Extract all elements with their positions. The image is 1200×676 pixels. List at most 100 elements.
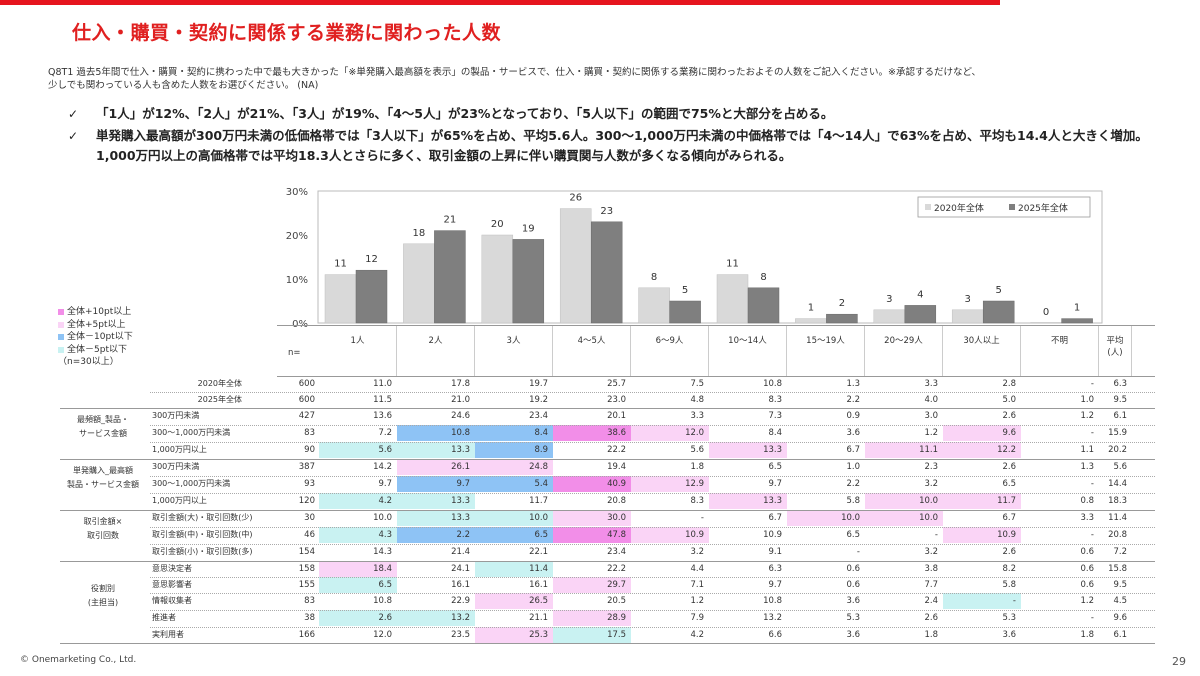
- group-divider: [60, 510, 1155, 511]
- table-cell: 1.8: [924, 630, 938, 640]
- column-header: 15～19人: [787, 326, 865, 376]
- legend-label: 全体－5pt以下: [67, 344, 127, 355]
- row-divider: [150, 593, 1155, 594]
- summary-bullet-text: 「1人」が12%、「2人」が21%、「3人」が19%、「4～5人」が23%となっ…: [96, 106, 834, 121]
- table-cell: 3.6: [846, 428, 860, 438]
- row-divider: [150, 544, 1155, 545]
- table-cell: 4.0: [924, 395, 938, 405]
- row-n: 93: [304, 479, 315, 489]
- bar-2025: [669, 300, 701, 324]
- bar-2020: [795, 318, 827, 324]
- table-cell: 4.8: [690, 395, 704, 405]
- column-header: 20～29人: [865, 326, 943, 376]
- table-cell: 7.2: [378, 428, 392, 438]
- bar-2020: [716, 274, 749, 324]
- table-cell: 1.1: [1080, 445, 1094, 455]
- table-cell: 9.7: [378, 479, 392, 489]
- table-cell: 9.6: [943, 425, 1021, 441]
- row-n: 30: [304, 513, 315, 523]
- column-header: 6～9人: [631, 326, 709, 376]
- table-cell: 7.2: [1113, 547, 1127, 557]
- legend-swatch: [58, 309, 64, 316]
- table-cell: 8.9: [475, 442, 553, 458]
- table-cell: 38.6: [553, 425, 631, 441]
- table-row: 300万円未満 427 13.6 24.6 23.4 20.1 3.3 7.3 0.9 3.0 2.…: [150, 408, 1155, 424]
- column-header: 1人: [319, 326, 397, 376]
- table-cell: 10.8: [373, 596, 392, 606]
- row-label: 意思決定者: [152, 564, 192, 573]
- plot-area-frame: [317, 190, 1103, 324]
- table-cell: 14.2: [373, 462, 392, 472]
- table-cell: 7.1: [690, 580, 704, 590]
- question-text: Q8T1 過去5年間で仕入・購買・契約に携わった中で最も大きかった「※単発購入最…: [48, 66, 1158, 92]
- table-cell: 21.4: [451, 547, 470, 557]
- table-cell: 6.1: [1113, 630, 1127, 640]
- page-title: 仕入・購買・契約に関係する業務に関わった人数: [72, 22, 502, 44]
- table-cell: 4.2: [319, 493, 397, 509]
- table-cell: 3.2: [924, 479, 938, 489]
- row-n: 38: [304, 613, 315, 623]
- check-icon: ✓: [68, 129, 79, 143]
- table-cell: 2.6: [1002, 462, 1016, 472]
- table-row: 2020年全体 600 11.0 17.8 19.7 25.7 7.5 10.8 1.3 3.3 2…: [150, 376, 1155, 392]
- highlight-legend-item: 全体－10pt以下: [58, 331, 133, 344]
- table-cell: 11.4: [1108, 513, 1127, 523]
- row-divider: [150, 476, 1155, 477]
- row-n: 427: [298, 411, 315, 421]
- row-n: 83: [304, 428, 315, 438]
- row-divider: [150, 425, 1155, 426]
- table-cell: 19.7: [529, 379, 548, 389]
- y-tick-label: 0%: [292, 319, 308, 330]
- row-label: 300～1,000万円未満: [152, 479, 231, 488]
- table-cell: 6.5: [475, 527, 553, 543]
- column-header: 不明: [1021, 326, 1099, 376]
- row-divider: [150, 442, 1155, 443]
- table-cell: 3.6: [1002, 630, 1016, 640]
- bar-2025: [434, 230, 466, 324]
- table-cell: 6.5: [1002, 479, 1016, 489]
- table-cell: 20.1: [607, 411, 626, 421]
- row-divider: [150, 392, 1155, 393]
- group-label: 単発購入_最高額 製品・サービス金額: [67, 466, 139, 489]
- table-cell: 9.5: [1113, 580, 1127, 590]
- series-legend-box: [917, 196, 1091, 218]
- table-cell: 13.3: [397, 442, 475, 458]
- table-cell: 5.8: [1002, 580, 1016, 590]
- legend-label: 全体+10pt以上: [67, 307, 132, 317]
- column-header: 4～5人: [553, 326, 631, 376]
- table-cell: 12.0: [373, 630, 392, 640]
- table-cell: 14.3: [373, 547, 392, 557]
- table-cell: 8.3: [690, 496, 704, 506]
- table-cell: -: [1090, 479, 1094, 489]
- table-cell: 8.4: [475, 425, 553, 441]
- table-cell: 3.6: [846, 596, 860, 606]
- table-cell: 4.2: [690, 630, 704, 640]
- table-cell: 47.8: [553, 527, 631, 543]
- bar-value-label: 5: [996, 285, 1002, 296]
- table-cell: 13.6: [373, 411, 392, 421]
- table-cell: 13.3: [397, 493, 475, 509]
- table-cell: 5.0: [1002, 395, 1016, 405]
- highlight-legend-item: 全体－5pt以下: [58, 344, 133, 357]
- bar-2020: [1030, 322, 1062, 324]
- table-cell: 23.4: [529, 411, 548, 421]
- table-cell: 10.9: [943, 527, 1021, 543]
- table-cell: 6.7: [768, 513, 782, 523]
- table-row: 意思決定者 158 18.4 24.1 11.4 22.2 4.4 6.3 0.6 3.8 8.2 0…: [150, 561, 1155, 577]
- table-cell: 21.0: [451, 395, 470, 405]
- table-cell: 17.5: [553, 627, 631, 643]
- table-cell: 1.2: [690, 596, 704, 606]
- table-row: 2025年全体 600 11.5 21.0 19.2 23.0 4.8 8.3 2.2 4.0 5.…: [150, 392, 1155, 408]
- table-cell: 6.3: [1113, 379, 1127, 389]
- table-row: 取引金額(中)・取引回数(中) 46 4.3 2.2 6.5 47.8 10.9 10.9 6.…: [150, 527, 1155, 543]
- question-line-1: Q8T1 過去5年間で仕入・購買・契約に携わった中で最も大きかった「※単発購入最…: [48, 67, 982, 78]
- y-tick-label: 30%: [286, 187, 308, 198]
- table-cell: -: [934, 530, 938, 540]
- table-cell: -: [1090, 530, 1094, 540]
- table-cell: 5.8: [846, 496, 860, 506]
- table-cell: 2.6: [319, 610, 397, 626]
- table-cell: 17.8: [451, 379, 470, 389]
- table-cell: 6.6: [768, 630, 782, 640]
- table-row: 1,000万円以上 120 4.2 13.3 11.7 20.8 8.3 13.3 5.8 10.…: [150, 493, 1155, 509]
- table-cell: 9.7: [397, 476, 475, 492]
